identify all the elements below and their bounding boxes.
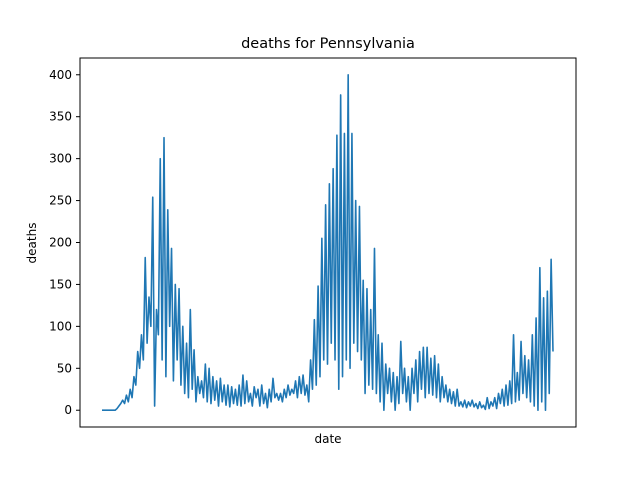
x-axis-label: date (314, 432, 341, 446)
chart-title: deaths for Pennsylvania (241, 36, 415, 52)
plot-area (79, 57, 577, 428)
series-line-deaths (102, 73, 554, 412)
y-tick-label: 200 (49, 236, 72, 250)
y-tick-label: 0 (64, 403, 72, 417)
y-tick-label: 50 (57, 361, 72, 375)
y-axis-label: deaths (25, 223, 39, 264)
y-tick-label: 300 (49, 152, 72, 166)
y-axis: 0 50 100 150 200 250 300 350 400 (49, 68, 80, 417)
y-tick-label: 250 (49, 194, 72, 208)
y-tick-label: 100 (49, 319, 72, 333)
y-tick-label: 150 (49, 277, 72, 291)
y-tick-label: 350 (49, 110, 72, 124)
y-tick-label: 400 (49, 68, 72, 82)
